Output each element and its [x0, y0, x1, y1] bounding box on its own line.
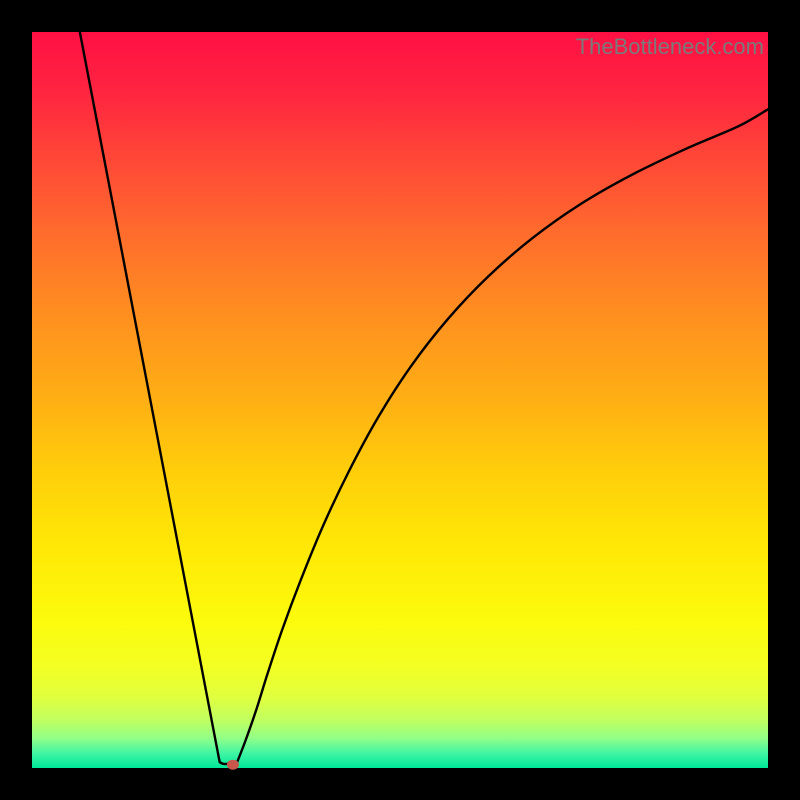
bottleneck-chart: TheBottleneck.com — [0, 0, 800, 800]
watermark-text: TheBottleneck.com — [576, 34, 764, 59]
chart-background — [32, 32, 768, 768]
optimal-point-marker — [227, 760, 239, 770]
